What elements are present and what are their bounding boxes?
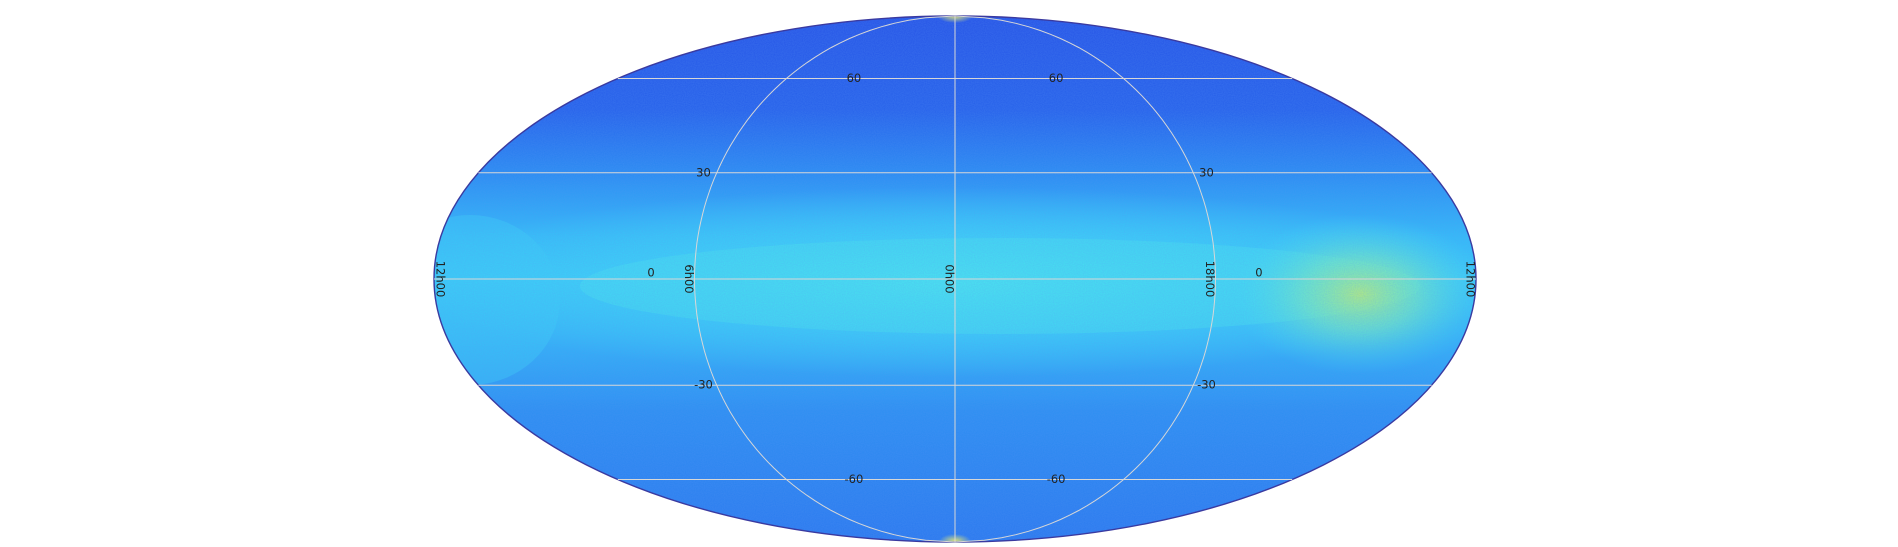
latitude-label: 60 — [847, 71, 862, 85]
longitude-label: 12h00 — [434, 261, 448, 298]
longitude-label: 12h00 — [1464, 261, 1478, 298]
latitude-label: -60 — [845, 472, 864, 486]
longitude-label: 0h00 — [943, 264, 957, 293]
meridian-line — [954, 15, 1217, 543]
graticule — [434, 15, 1476, 543]
latitude-label: -60 — [1047, 472, 1066, 486]
meridian-line — [693, 15, 956, 543]
latitude-label: -30 — [694, 378, 713, 392]
latitude-label: 60 — [1049, 71, 1064, 85]
longitude-label: 18h00 — [1203, 261, 1217, 298]
latitude-label: -30 — [1197, 378, 1216, 392]
latitude-label: 30 — [1199, 165, 1214, 179]
latitude-label: 30 — [696, 165, 711, 179]
longitude-label: 6h00 — [682, 264, 696, 293]
latitude-label: 0 — [647, 266, 654, 280]
latitude-label: 0 — [1255, 266, 1262, 280]
grid-labels: 60 60 30 30 0 0 -30 -30 -60 -60 12h00 6h00 0h00 18h00… — [434, 71, 1478, 486]
